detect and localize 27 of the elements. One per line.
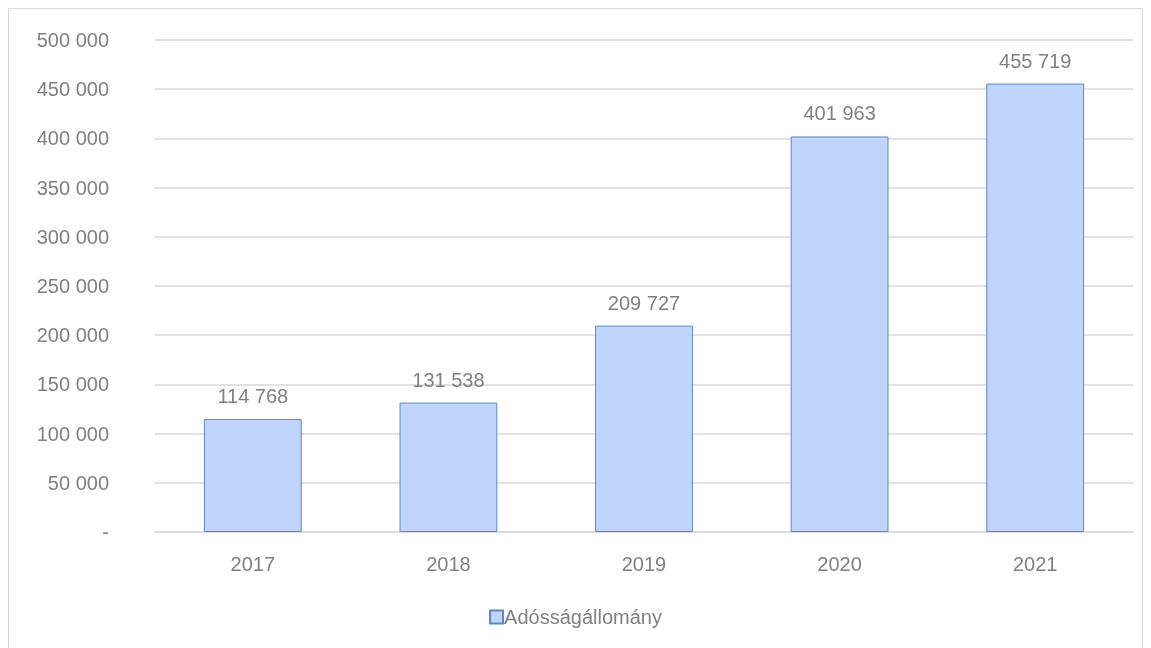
y-tick-label: 50 000 [47, 471, 109, 494]
y-tick-label: 150 000 [36, 373, 109, 396]
y-tick-label: 400 000 [36, 127, 109, 150]
y-tick-label: - [102, 521, 109, 543]
y-tick-label: 450 000 [36, 78, 109, 101]
data-label: 114 768 [217, 385, 289, 408]
y-tick-label: 350 000 [36, 176, 109, 199]
y-tick-label: 100 000 [36, 422, 109, 445]
y-tick-label: 200 000 [36, 324, 109, 347]
data-label: 131 538 [412, 368, 485, 391]
x-tick-label: 2017 [230, 553, 276, 575]
y-tick-label: 500 000 [36, 29, 109, 51]
bar [986, 83, 1085, 532]
y-tick-label: 300 000 [36, 225, 109, 248]
x-tick-label: 2019 [621, 553, 667, 575]
y-tick-label: 250 000 [36, 275, 109, 297]
bar [203, 419, 302, 532]
data-label: 455 719 [999, 49, 1072, 72]
bar [790, 136, 889, 532]
x-tick-label: 2020 [817, 553, 862, 575]
legend-label: Adósságállomány [504, 606, 662, 628]
x-tick-label: 2018 [426, 553, 471, 575]
bar [399, 402, 498, 532]
data-label: 209 727 [607, 291, 681, 314]
bar [595, 325, 693, 532]
data-label: 401 963 [803, 102, 876, 125]
x-tick-label: 2021 [1012, 553, 1058, 575]
